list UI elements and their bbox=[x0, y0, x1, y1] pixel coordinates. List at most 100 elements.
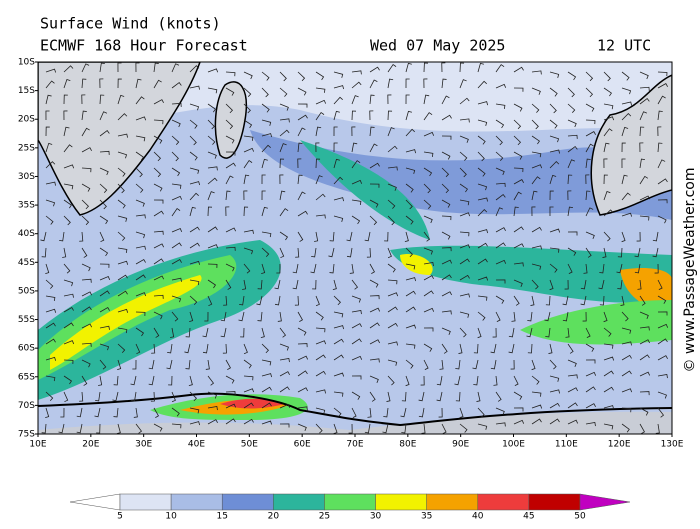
wind-barb bbox=[602, 247, 607, 258]
wind-barb bbox=[135, 183, 144, 193]
wind-barb bbox=[297, 191, 306, 201]
lat-label: 50S bbox=[18, 286, 35, 296]
wind-barb bbox=[225, 162, 236, 169]
wind-barb bbox=[401, 391, 407, 402]
wind-barb bbox=[513, 179, 524, 185]
wind-barb bbox=[351, 391, 361, 400]
wind-barb bbox=[549, 359, 557, 370]
wind-barb bbox=[279, 358, 290, 363]
wind-barb bbox=[387, 94, 392, 105]
wind-barb bbox=[333, 407, 342, 417]
lat-label: 65S bbox=[18, 372, 35, 382]
wind-barb bbox=[333, 197, 345, 202]
wind-barb bbox=[225, 135, 235, 144]
wind-barb bbox=[207, 244, 219, 249]
wind-barb bbox=[621, 407, 632, 413]
wind-barb bbox=[117, 290, 128, 297]
wind-barb bbox=[513, 87, 524, 92]
wind-barb bbox=[441, 167, 450, 178]
wind-barb bbox=[351, 199, 362, 205]
wind-barb bbox=[225, 151, 236, 156]
wind-barb bbox=[387, 78, 394, 89]
wind-barb bbox=[545, 327, 551, 338]
wind-barb bbox=[45, 68, 57, 73]
wind-barb bbox=[99, 263, 110, 268]
wind-barb bbox=[401, 423, 407, 434]
wind-barb bbox=[639, 71, 649, 80]
wind-barb bbox=[549, 71, 560, 78]
wind-barb bbox=[63, 359, 74, 364]
wind-barb bbox=[243, 103, 251, 114]
wind-barb bbox=[616, 263, 623, 274]
wind-barb bbox=[207, 206, 213, 217]
wind-barb bbox=[423, 215, 433, 224]
wind-barb bbox=[639, 195, 651, 201]
wind-barb bbox=[369, 358, 380, 363]
wind-barb bbox=[420, 375, 425, 386]
wind-barb bbox=[639, 311, 649, 319]
wind-barb bbox=[369, 66, 380, 73]
wind-barb bbox=[99, 183, 108, 193]
wind-barb bbox=[168, 375, 173, 386]
wind-barb bbox=[513, 191, 522, 201]
wind-barb bbox=[76, 423, 83, 434]
wind-barb bbox=[549, 228, 561, 233]
wind-barb bbox=[45, 263, 50, 275]
wind-barb bbox=[185, 359, 191, 370]
wind-barb bbox=[202, 343, 209, 354]
wind-barb bbox=[332, 279, 337, 291]
wind-barb bbox=[639, 175, 649, 185]
wind-barb bbox=[405, 290, 416, 297]
wind-barb bbox=[333, 338, 344, 345]
wind-barb bbox=[567, 402, 578, 409]
wind-barb bbox=[477, 135, 486, 145]
wind-barb bbox=[204, 311, 209, 322]
wind-barb bbox=[639, 215, 650, 221]
wind-barb bbox=[207, 279, 217, 289]
wind-barb bbox=[117, 359, 122, 371]
wind-barb bbox=[276, 263, 281, 274]
wind-barb bbox=[441, 183, 450, 194]
wind-barb bbox=[81, 215, 90, 226]
wind-barb bbox=[423, 290, 434, 297]
colorbar-tick: 5 bbox=[117, 512, 123, 522]
wind-barb bbox=[603, 343, 614, 349]
wind-barb bbox=[531, 418, 542, 425]
wind-barb bbox=[599, 263, 605, 274]
wind-barb bbox=[351, 160, 361, 169]
colorbar-tick: 50 bbox=[574, 512, 586, 522]
lon-label: 120E bbox=[608, 440, 631, 450]
wind-barb bbox=[639, 111, 648, 121]
lat-label: 60S bbox=[18, 344, 35, 354]
wind-barb bbox=[493, 375, 498, 386]
colorbar-segment bbox=[221, 493, 274, 511]
wind-barb bbox=[81, 110, 87, 121]
wind-barb bbox=[405, 343, 416, 349]
wind-barb bbox=[441, 231, 451, 240]
colorbar-high bbox=[579, 493, 631, 511]
wind-barb bbox=[657, 178, 668, 185]
wind-barb bbox=[477, 242, 488, 249]
wind-barb bbox=[243, 343, 248, 355]
wind-barb bbox=[117, 274, 128, 281]
wind-barb bbox=[189, 407, 200, 414]
wind-barb bbox=[150, 391, 155, 402]
wind-barb bbox=[99, 78, 104, 89]
wind-barb bbox=[369, 307, 381, 313]
wind-barb bbox=[495, 167, 505, 176]
wind-barb bbox=[513, 243, 524, 249]
wind-barb bbox=[243, 119, 253, 129]
wind-barb bbox=[171, 151, 179, 162]
wind-barb bbox=[495, 151, 504, 161]
wind-barb bbox=[620, 295, 625, 306]
wind-barb bbox=[549, 119, 558, 129]
wind-barb bbox=[45, 391, 54, 401]
wind-barb bbox=[585, 371, 597, 377]
wind-barb bbox=[527, 343, 533, 354]
wind-barb bbox=[657, 95, 666, 105]
wind-barb bbox=[81, 183, 91, 192]
wind-barb bbox=[441, 259, 453, 265]
wind-barb bbox=[333, 126, 338, 137]
wind-barb bbox=[351, 215, 361, 225]
wind-barb bbox=[531, 359, 536, 371]
